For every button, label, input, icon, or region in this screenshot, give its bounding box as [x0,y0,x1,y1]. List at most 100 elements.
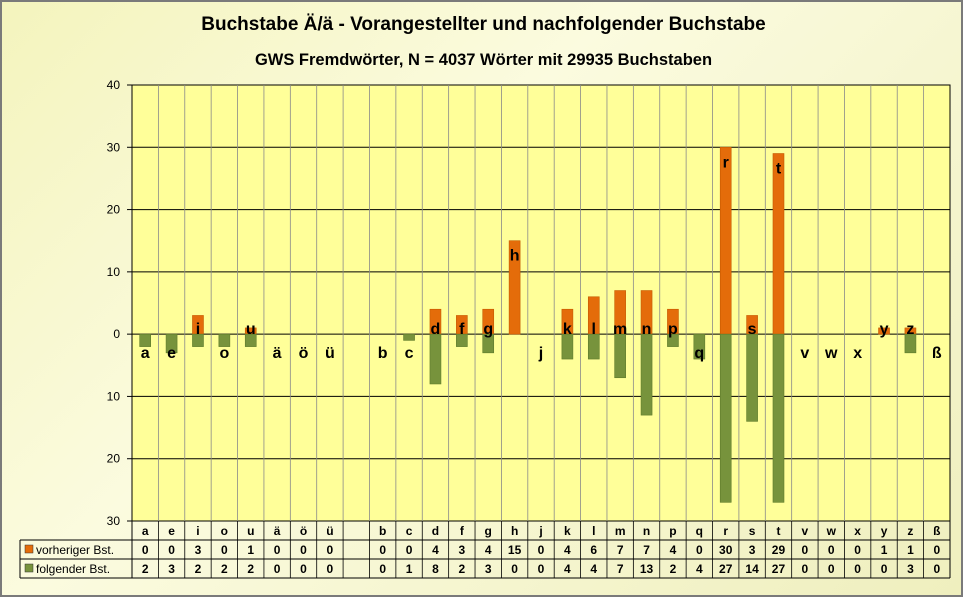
table-value: 0 [300,562,307,576]
table-value: 3 [195,543,202,557]
bar-folgender [772,333,785,503]
table-value: 3 [907,562,914,576]
bar-letter-label: z [906,321,914,338]
table-value: 0 [933,543,940,557]
bar-letter-label: m [613,321,627,338]
table-category-label: n [643,524,650,538]
bar-letter-label: ö [299,345,309,362]
bar-vorheriger [878,327,890,335]
y-tick-label: 0 [113,327,120,341]
table-value: 0 [854,562,861,576]
bar-vorheriger [772,153,785,335]
table-value: 0 [274,562,281,576]
table-value: 8 [432,562,439,576]
table-value: 0 [802,562,809,576]
bar-folgender [904,333,917,354]
table-value: 2 [458,562,465,576]
table-value: 0 [696,543,703,557]
table-value: 4 [670,543,677,557]
bar-letter-label: c [405,345,414,362]
table-value: 27 [772,562,786,576]
bar-letter-label: ß [932,345,942,362]
table-category-label: i [196,524,199,538]
bar-folgender [192,333,204,347]
table-value: 0 [933,562,940,576]
legend-label: vorheriger Bst. [36,543,114,557]
table-value: 4 [432,543,439,557]
bar-letter-label: s [748,321,757,338]
table-category-label: b [379,524,386,538]
legend-label: folgender Bst. [36,562,110,576]
table-value: 4 [590,562,597,576]
y-tick-label: 10 [107,265,121,279]
table-category-label: a [142,524,149,538]
bar-letter-label: x [853,345,862,362]
table-value: 0 [406,543,413,557]
table-value: 0 [327,543,334,557]
table-category-label: o [221,524,228,538]
bar-folgender [244,333,257,347]
table-value: 7 [617,543,624,557]
bar-letter-label: g [483,321,493,338]
table-value: 0 [538,562,545,576]
bar-folgender [640,333,653,416]
bar-folgender [719,333,732,503]
bar-letter-label: u [246,321,256,338]
table-category-label: k [564,524,571,538]
table-value: 1 [907,543,914,557]
table-value: 14 [745,562,759,576]
bar-folgender [403,333,415,341]
table-value: 4 [485,543,492,557]
bar-folgender [165,333,178,354]
table-value: 0 [379,562,386,576]
table-value: 7 [643,543,650,557]
bar-folgender [561,333,574,360]
bar-letter-label: d [431,321,441,338]
table-value: 2 [195,562,202,576]
table-category-label: q [696,524,703,538]
bar-letter-label: o [219,345,229,362]
bar-letter-label: k [563,321,572,338]
table-category-label: g [485,524,492,538]
chart-subtitle: GWS Fremdwörter, N = 4037 Wörter mit 299… [254,51,713,69]
table-value: 29 [772,543,786,557]
bar-letter-label: v [800,345,809,362]
y-tick-label: 20 [107,452,121,466]
table-value: 0 [142,543,149,557]
table-value: 3 [485,562,492,576]
bar-vorheriger [719,146,732,335]
table-value: 4 [696,562,703,576]
table-value: 13 [640,562,654,576]
bar-letter-label: r [723,154,729,171]
bar-folgender [746,333,758,422]
bar-letter-label: e [167,345,176,362]
table-category-label: d [432,524,439,538]
y-tick-label: 20 [107,203,121,217]
table-category-label: t [776,524,780,538]
bar-letter-label: p [668,321,678,338]
table-value: 6 [590,543,597,557]
table-value: 0 [327,562,334,576]
table-category-label: m [615,524,626,538]
table-category-label: ß [933,524,940,538]
table-value: 0 [168,543,175,557]
y-tick-label: 30 [107,140,121,154]
table-value: 0 [802,543,809,557]
chart-title: Buchstabe Ä/ä - Vorangestellter und nach… [201,14,766,35]
bar-letter-label: j [538,345,543,362]
bar-letter-label: h [510,248,520,265]
table-category-label: p [669,524,676,538]
bar-folgender [667,333,679,347]
table-value: 3 [749,543,756,557]
table-value: 2 [142,562,149,576]
table-category-label: j [538,524,542,538]
bar-letter-label: y [880,321,889,338]
table-value: 3 [458,543,465,557]
table-category-label: y [881,524,888,538]
table-value: 2 [221,562,228,576]
bar-folgender [614,333,626,379]
table-category-label: ä [274,524,281,538]
bar-letter-label: a [141,345,150,362]
